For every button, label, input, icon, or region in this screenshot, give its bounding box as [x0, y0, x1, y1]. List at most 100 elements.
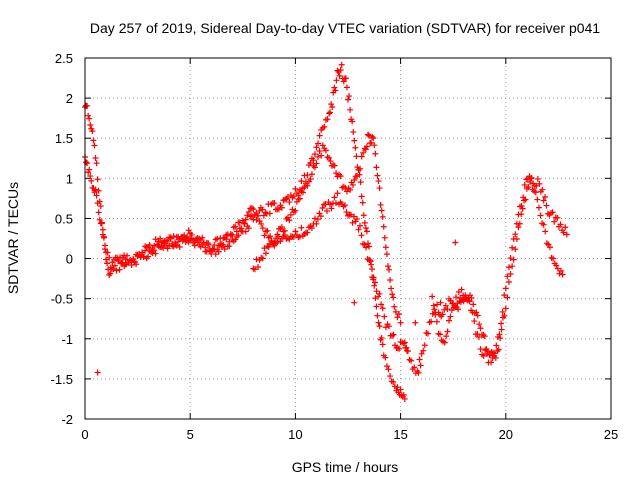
data-point-track-b [241, 220, 248, 227]
data-point-track-d [417, 362, 424, 369]
data-point-track-a [292, 185, 299, 192]
data-point-track-a [362, 224, 369, 231]
data-point-track-e [518, 203, 525, 210]
data-point-track-a [349, 118, 356, 125]
data-point-track-c [363, 143, 370, 150]
y-tick-label: -0.5 [51, 292, 73, 307]
data-point-track-b [197, 243, 204, 250]
data-point-track-e [502, 285, 509, 292]
data-points [82, 61, 570, 402]
data-point-track-c [272, 235, 279, 242]
data-point-track-b [244, 212, 251, 219]
data-point-track-b [314, 216, 321, 223]
data-point-track-b [308, 225, 315, 232]
data-point-track-a [379, 341, 386, 348]
data-point-track-a [256, 207, 263, 214]
data-point-track-d [560, 229, 567, 236]
data-point-track-e [433, 318, 440, 325]
data-point-track-c [379, 213, 386, 220]
data-point-track-d [447, 297, 454, 304]
data-point-track-d [403, 344, 410, 351]
data-point-track-b [128, 262, 135, 269]
data-point-track-b [334, 190, 341, 197]
data-point-track-d [411, 364, 418, 371]
data-point-track-a [259, 206, 266, 213]
data-point-track-a [401, 395, 408, 402]
data-point-track-d [504, 294, 511, 301]
data-point-track-e [499, 308, 506, 315]
data-point-track-e [483, 351, 490, 358]
data-point-track-d [502, 305, 509, 312]
data-point-track-a [221, 245, 228, 252]
data-point-track-a [235, 232, 242, 239]
data-point-track-a [97, 203, 104, 210]
data-point-track-b [378, 301, 385, 308]
data-point-track-b [232, 223, 239, 230]
data-point-track-b [376, 290, 383, 297]
data-point-track-b [88, 177, 95, 184]
data-point-track-b [218, 241, 225, 248]
data-point-track-e [458, 286, 465, 293]
data-point-track-b [386, 323, 393, 330]
data-point-outlier [94, 369, 101, 376]
data-point-track-e [441, 339, 448, 346]
data-point-track-a [93, 160, 100, 167]
data-point-track-e [430, 302, 437, 309]
data-point-track-c [396, 311, 403, 318]
data-point-track-e [559, 271, 566, 278]
data-point-track-a [394, 384, 401, 391]
data-point-track-c [373, 164, 380, 171]
data-point-track-b [349, 219, 356, 226]
data-point-track-c [331, 162, 338, 169]
data-point-track-b [258, 220, 265, 227]
data-point-track-c [380, 223, 387, 230]
data-point-track-b [236, 219, 243, 226]
data-point-track-c [378, 207, 385, 214]
y-axis-label: SDTVAR / TECUs [5, 182, 21, 294]
data-point-track-e [521, 181, 528, 188]
data-point-track-d [501, 312, 508, 319]
data-point-track-a [363, 228, 370, 235]
data-point-track-c [307, 176, 314, 183]
data-point-track-a [371, 282, 378, 289]
data-point-track-a [387, 373, 394, 380]
data-point-outlier [351, 299, 358, 306]
data-point-track-e [475, 334, 482, 341]
data-point-track-e [534, 196, 541, 203]
data-point-track-c [313, 160, 320, 167]
data-point-track-c [383, 251, 390, 258]
data-point-track-b [107, 264, 114, 271]
data-point-track-b [191, 242, 198, 249]
data-point-track-c [251, 266, 258, 273]
data-point-track-c [299, 189, 306, 196]
data-point-track-a [332, 87, 339, 94]
data-point-track-a [215, 248, 222, 255]
data-point-track-a [357, 179, 364, 186]
data-point-track-e [491, 350, 498, 357]
data-point-track-a [107, 270, 114, 277]
y-tick-label: 2 [66, 91, 73, 106]
data-point-track-b [196, 235, 203, 242]
grid-lines [85, 58, 611, 419]
data-point-track-d [534, 175, 541, 182]
data-point-track-e [493, 342, 500, 349]
data-point-track-a [329, 104, 336, 111]
data-point-track-b [326, 201, 333, 208]
data-point-track-c [259, 255, 266, 262]
data-point-track-c [322, 147, 329, 154]
data-point-track-b [238, 225, 245, 232]
data-point-track-a [360, 212, 367, 219]
data-point-track-c [369, 133, 376, 140]
data-point-track-b [400, 340, 407, 347]
data-point-track-b [255, 212, 262, 219]
data-point-track-b [253, 216, 260, 223]
data-point-track-a [90, 137, 97, 144]
data-point-track-a [260, 212, 267, 219]
data-point-track-d [510, 256, 517, 263]
data-point-track-a [378, 334, 385, 341]
data-point-track-a [383, 363, 390, 370]
data-point-track-d [428, 318, 435, 325]
data-point-track-a [307, 159, 314, 166]
data-point-track-e [429, 293, 436, 300]
data-point-track-b [205, 241, 212, 248]
